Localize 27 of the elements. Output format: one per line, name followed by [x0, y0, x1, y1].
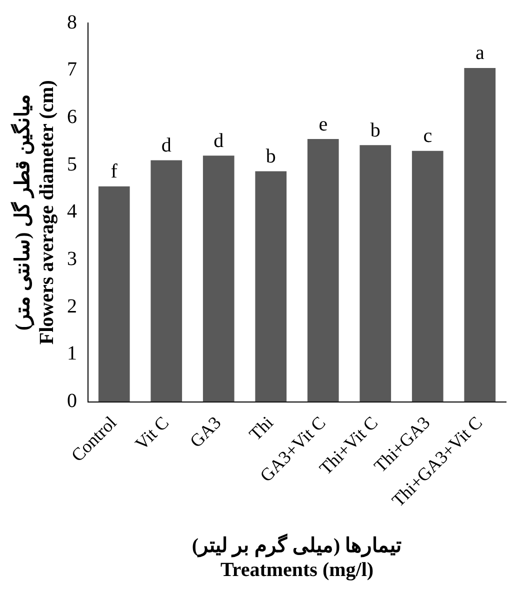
bar: [412, 150, 444, 402]
annotation: f: [110, 160, 118, 183]
annotation: d: [214, 130, 224, 152]
y-tick-label: 6: [67, 106, 77, 128]
x-tick-label: GA3: [186, 412, 225, 452]
bar: [202, 156, 234, 402]
bar: [255, 171, 287, 402]
bar: [360, 145, 392, 402]
y-tick-label: 8: [67, 11, 77, 34]
annotation: c: [423, 125, 432, 148]
bar: [98, 186, 130, 402]
y-tick-label: 7: [67, 58, 77, 81]
bar: [150, 160, 182, 402]
y-tick-label: 2: [67, 295, 77, 318]
y-tick-label: 1: [67, 342, 77, 365]
y-tick-label: 3: [67, 248, 77, 270]
y-tick-label: 5: [67, 153, 77, 176]
bar: [307, 139, 339, 402]
x-tick-label: Vit C: [131, 412, 173, 454]
annotation: b: [370, 119, 380, 142]
annotation: d: [161, 134, 172, 157]
y-tick-label: 4: [67, 200, 77, 223]
annotation: e: [318, 113, 328, 136]
annotation: a: [475, 42, 484, 64]
annotation: b: [266, 145, 276, 168]
y-tick-label: 0: [67, 390, 77, 412]
bar: [464, 68, 496, 402]
